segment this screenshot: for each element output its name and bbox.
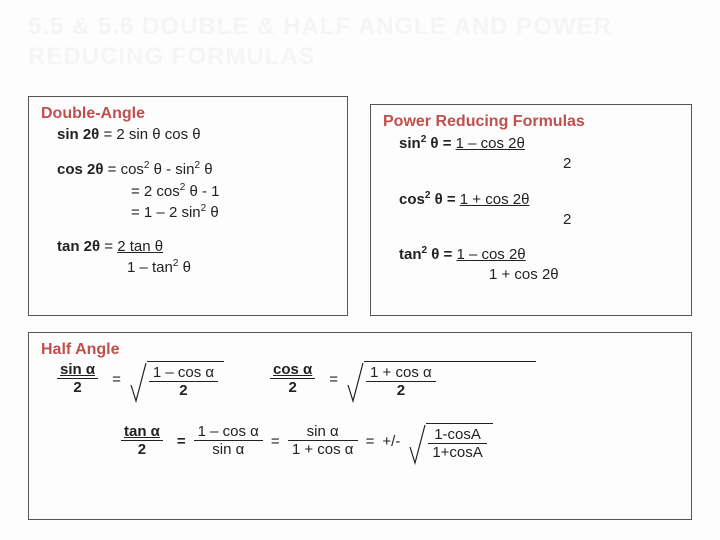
cos-half-radical: 1 + cos α 2: [346, 361, 536, 403]
tan2-power: tan2 θ = 1 – cos 2θ: [399, 244, 679, 265]
sin2-power-num: 1 – cos 2θ: [456, 135, 525, 152]
cos2-formula-2: = 2 cos2 θ - 1: [131, 181, 335, 202]
cos2-power: cos2 θ = 1 + cos 2θ: [399, 189, 679, 210]
sin-half-radical: 1 – cos α 2: [129, 361, 224, 403]
tan-half-radical: 1-cosA 1+cosA: [408, 423, 492, 465]
radical-icon: [408, 423, 426, 465]
cos2-lhs: cos 2θ: [57, 161, 103, 178]
sin2-power: sin2 θ = 1 – cos 2θ: [399, 133, 679, 154]
sin-half-label: sin α 2: [57, 361, 98, 396]
double-angle-heading: Double-Angle: [41, 105, 335, 123]
tan2-lhs: tan 2θ: [57, 238, 100, 255]
double-angle-box: Double-Angle sin 2θ = 2 sin θ cos θ cos …: [28, 96, 348, 316]
cos2-formula-3: = 1 – 2 sin2 θ: [131, 202, 335, 223]
tan2-power-den: 1 + cos 2θ: [489, 265, 679, 285]
tan2-num: 2 tan θ: [117, 238, 163, 255]
cos2-power-num: 1 + cos 2θ: [460, 191, 530, 208]
tan-half-label: tan α 2: [121, 423, 163, 458]
sin2-formula: sin 2θ = 2 sin θ cos θ: [57, 125, 335, 145]
sin2-lhs: sin 2θ: [57, 126, 99, 143]
tan2-den: 1 – tan2 θ: [127, 257, 335, 278]
tan-half-frac1: 1 – cos α sin α: [194, 423, 263, 458]
tan2-formula: tan 2θ = 2 tan θ: [57, 237, 335, 257]
radical-icon: [346, 361, 364, 403]
slide-title: 5.5 & 5.6 DOUBLE & HALF ANGLE AND POWER …: [28, 12, 688, 72]
radical-icon: [129, 361, 147, 403]
half-angle-box: Half Angle sin α 2 = 1 – cos α 2 cos α 2…: [28, 332, 692, 520]
cos2-power-den: 2: [563, 210, 679, 230]
cos-half-label: cos α 2: [270, 361, 315, 396]
half-sin-cos-row: sin α 2 = 1 – cos α 2 cos α 2 = 1 + co: [57, 361, 679, 403]
tan2-power-num: 1 – cos 2θ: [456, 246, 525, 263]
power-reducing-box: Power Reducing Formulas sin2 θ = 1 – cos…: [370, 104, 692, 316]
half-tan-row: tan α 2 = 1 – cos α sin α = sin α 1 + co…: [121, 423, 679, 465]
sin2-power-den: 2: [563, 154, 679, 174]
half-heading: Half Angle: [41, 341, 679, 359]
power-heading: Power Reducing Formulas: [383, 113, 679, 131]
cos2-formula-1: cos 2θ = cos2 θ - sin2 θ: [57, 159, 335, 180]
tan-half-frac2: sin α 1 + cos α: [288, 423, 358, 458]
